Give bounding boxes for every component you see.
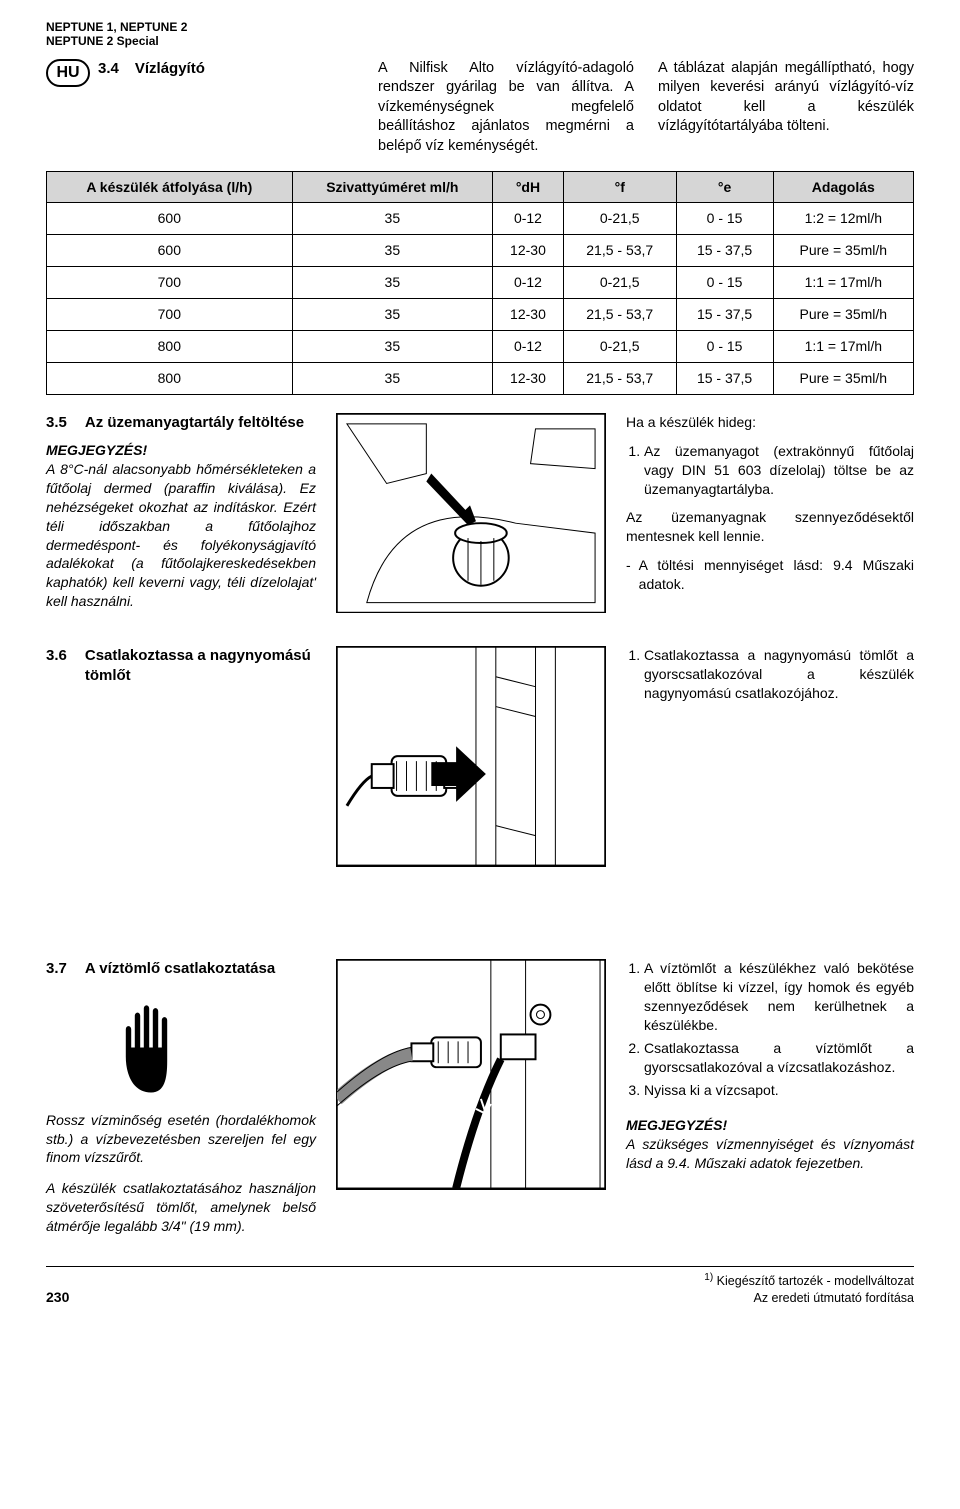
sec37-title: A víztömlő csatlakoztatása	[85, 959, 275, 979]
th-e: °e	[676, 171, 773, 203]
table-header-row: A készülék átfolyása (l/h) Szivattyúmére…	[47, 171, 914, 203]
water-hose-illustration	[336, 959, 606, 1189]
th-dosing: Adagolás	[773, 171, 913, 203]
sec34-col1: A Nilfisk Alto vízlágyító-adagoló rendsz…	[378, 59, 634, 157]
sec37-num: 3.7	[46, 959, 67, 979]
table-row: 6003512-3021,5 - 53,715 - 37,5Pure = 35m…	[47, 235, 914, 267]
language-badge: HU	[46, 59, 90, 87]
fuel-tank-illustration	[336, 413, 606, 614]
sec37-note-label: MEGJEGYZÉS!	[626, 1117, 727, 1133]
sec35-right-item1: Az üzemanyagot (extrakön­nyű fűtőolaj va…	[644, 442, 914, 499]
table-body: 600350-120-21,50 - 151:2 = 12ml/h 600351…	[47, 203, 914, 394]
sec34-title: Vízlágyító	[135, 59, 205, 157]
sec37-right-item2: Csatlakoztassa a víztömlőt a gyorscsatla…	[644, 1039, 914, 1077]
sec37-right-item1: A víztömlőt a készülékhez való bekötése …	[644, 959, 914, 1035]
section-3-7: 3.7 A víztömlő csatlakoztatása Rossz víz…	[46, 959, 914, 1235]
sec34-col2: A táblázat alapján megállípt­ható, hogy …	[658, 59, 914, 157]
sec35-num: 3.5	[46, 413, 67, 433]
footer-rt2: Az eredeti útmutató fordítása	[753, 1291, 914, 1305]
th-f: °f	[563, 171, 676, 203]
sec37-note: A szükséges vízmennyiséget és víznyomást…	[626, 1136, 914, 1171]
sec36-title: Csatlakoztassa a nagynyomású tömlőt	[85, 646, 316, 687]
table-row: 7003512-3021,5 - 53,715 - 37,5Pure = 35m…	[47, 299, 914, 331]
header-line1: NEPTUNE 1, NEPTUNE 2	[46, 20, 914, 34]
sec36-num: 3.6	[46, 646, 67, 687]
sec35-right-p2: Az üzemanyagnak szennyeződé­sektől mente…	[626, 508, 914, 546]
sec35-note: A 8°C-nál alacsonyabb hőmérsékleteken a …	[46, 461, 316, 609]
table-row: 700350-120-21,50 - 151:1 = 17ml/h	[47, 267, 914, 299]
header-line2: NEPTUNE 2 Special	[46, 34, 914, 48]
footer-rt1: Kiegészítő tartozék - modellváltozat	[713, 1274, 914, 1288]
sec35-right-dash: A töltési mennyiséget lásd: 9.4 Műszaki …	[639, 556, 914, 594]
table-row: 8003512-3021,5 - 53,715 - 37,5Pure = 35m…	[47, 362, 914, 394]
section-3-6: 3.6 Csatlakoztassa a nagynyomású tömlőt …	[46, 646, 914, 871]
hp-hose-illustration	[336, 646, 606, 866]
sec35-title: Az üzemanyagtartály feltöltése	[85, 413, 304, 433]
section-3-4-row: HU 3.4 Vízlágyító A Nilfisk Alto vízlágy…	[46, 59, 914, 157]
th-flow: A készülék átfolyása (l/h)	[47, 171, 293, 203]
th-dh: °dH	[493, 171, 564, 203]
sec35-right-title: Ha a készülék hideg:	[626, 413, 914, 432]
sec37-p1: Rossz vízminőség esetén (hordalékhomok s…	[46, 1111, 316, 1168]
footer-sup: 1)	[704, 1272, 713, 1283]
section-3-5: 3.5 Az üzemanyagtartály feltöltése MEGJE…	[46, 413, 914, 618]
product-header: NEPTUNE 1, NEPTUNE 2 NEPTUNE 2 Special	[46, 20, 914, 49]
table-row: 600350-120-21,50 - 151:2 = 12ml/h	[47, 203, 914, 235]
hand-icon	[106, 988, 196, 1098]
th-pump: Szivattyúméret ml/h	[292, 171, 492, 203]
page-number: 230	[46, 1288, 69, 1307]
sec37-right-item3: Nyissa ki a vízcsapot.	[644, 1081, 914, 1100]
table-row: 800350-120-21,50 - 151:1 = 17ml/h	[47, 331, 914, 363]
sec36-right-item1: Csatlakoztassa a nagynyomá­sú tömlőt a g…	[644, 646, 914, 703]
page-footer: 230 1) Kiegészítő tartozék - modellválto…	[46, 1266, 914, 1307]
dosing-table: A készülék átfolyása (l/h) Szivattyúmére…	[46, 171, 914, 395]
sec34-num: 3.4	[98, 59, 119, 157]
sec35-note-label: MEGJEGYZÉS!	[46, 442, 147, 458]
sec37-p2: A készülék csatlakoztatásához használjon…	[46, 1179, 316, 1236]
